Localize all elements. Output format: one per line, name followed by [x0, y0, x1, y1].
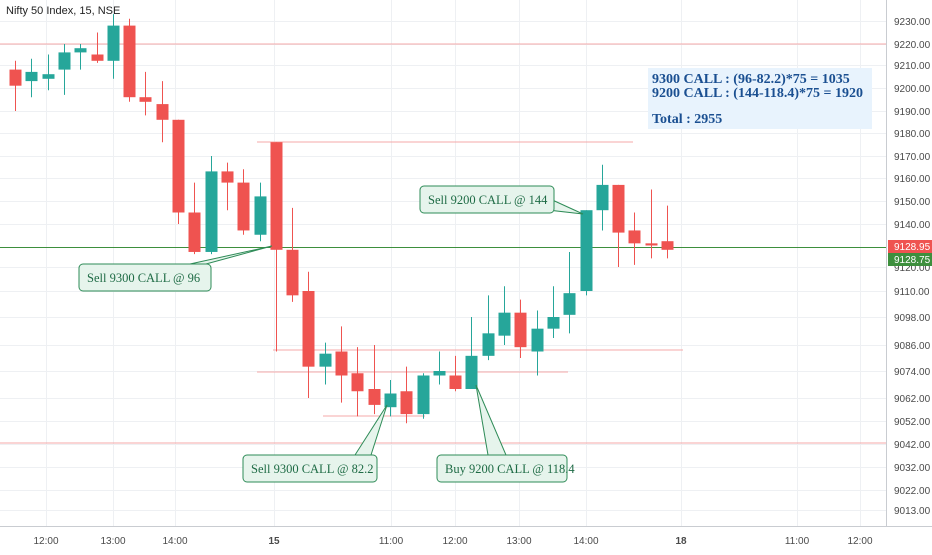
- candle-body: [302, 291, 315, 367]
- candle-body: [417, 375, 430, 415]
- candle-body: [25, 71, 38, 82]
- price-tick-label: 9120.00: [894, 263, 931, 274]
- price-tick-label: 9062.00: [894, 394, 931, 405]
- price-tick-label: 9086.00: [894, 341, 931, 352]
- price-tick-label: 9230.00: [894, 17, 931, 28]
- time-tick-label: 18: [675, 536, 687, 547]
- price-tick-label: 9190.00: [894, 107, 931, 118]
- callout-box: [78, 263, 212, 292]
- callout-text: Sell 9200 CALL @ 144: [428, 193, 548, 207]
- callout-box: [242, 454, 378, 483]
- price-tick-label: 9052.00: [894, 417, 931, 428]
- candle-body: [661, 241, 674, 250]
- chart-title: Nifty 50 Index, 15, NSE: [6, 5, 120, 17]
- pnl-note: 9300 CALL : (96-82.2)*75 = 1035 9200 CAL…: [648, 68, 872, 129]
- time-tick-label: 15: [268, 536, 280, 547]
- time-tick-label: 12:00: [442, 536, 467, 547]
- pnl-note-line2: 9200 CALL : (144-118.4)*75 = 1920: [652, 86, 863, 101]
- candle-body: [74, 48, 87, 53]
- price-tick-label: 9022.00: [894, 486, 931, 497]
- candle-body: [156, 104, 169, 120]
- candle-body: [172, 119, 185, 213]
- price-tick-label: 9140.00: [894, 220, 931, 231]
- candle-body: [514, 312, 527, 348]
- candle-body: [465, 355, 478, 389]
- candle-body: [433, 371, 446, 376]
- callout-text: Sell 9300 CALL @ 96: [87, 271, 200, 285]
- candle-body: [498, 312, 511, 336]
- candle-body: [319, 353, 332, 367]
- candle-body: [91, 54, 104, 61]
- time-tick-label: 14:00: [162, 536, 187, 547]
- price-tick-label: 9210.00: [894, 61, 931, 72]
- candle-body: [596, 184, 609, 211]
- candle-body: [237, 182, 250, 231]
- callout-text: Sell 9300 CALL @ 82.2: [251, 462, 374, 476]
- candle-body: [139, 97, 152, 102]
- last-price-label: 9128.95: [894, 242, 931, 253]
- time-tick-label: 11:00: [785, 536, 810, 547]
- reference-price-badge: 9128.75: [888, 253, 932, 266]
- candle-body: [42, 74, 55, 79]
- price-tick-label: 9160.00: [894, 174, 931, 185]
- callout-box: [419, 185, 555, 214]
- candle-body: [351, 373, 364, 392]
- price-tick-label: 9013.00: [894, 506, 931, 517]
- candle-body: [628, 230, 641, 244]
- candle-body: [58, 52, 71, 70]
- price-tick-label: 9200.00: [894, 84, 931, 95]
- candle-body: [221, 171, 234, 183]
- candle-body: [482, 333, 495, 356]
- candle-body: [531, 328, 544, 352]
- pnl-note-box: [648, 68, 872, 129]
- time-axis[interactable]: 12:00 13:00 14:00 15 11:00 12:00 13:00 14:00 18 1…: [33, 536, 872, 547]
- candle-body: [107, 25, 120, 61]
- price-tick-label: 9032.00: [894, 463, 931, 474]
- price-tick-label: 9110.00: [894, 287, 930, 298]
- candle-body: [188, 212, 201, 252]
- price-tick-label: 9150.00: [894, 197, 931, 208]
- candle-body: [580, 210, 593, 291]
- callouts: Sell 9300 CALL @ 96 Sell 9300 CALL @ 82.2…: [78, 185, 584, 483]
- candle-body: [9, 69, 22, 86]
- candle-body: [286, 249, 299, 296]
- candle-body: [205, 171, 218, 252]
- pnl-note-line1: 9300 CALL : (96-82.2)*75 = 1035: [652, 72, 850, 87]
- candle-body: [612, 184, 625, 233]
- candle-body: [123, 25, 136, 98]
- candles: [9, 14, 674, 424]
- time-tick-label: 13:00: [100, 536, 125, 547]
- candle-body: [254, 196, 267, 235]
- last-price-badge: 9128.95: [888, 240, 932, 253]
- price-tick-label: 9170.00: [894, 152, 931, 163]
- candle-body: [384, 393, 397, 408]
- price-tick-label: 9074.00: [894, 367, 931, 378]
- candle-body: [563, 293, 576, 315]
- candle-body: [270, 142, 283, 250]
- time-tick-label: 12:00: [847, 536, 872, 547]
- candle-body: [449, 375, 462, 389]
- time-tick-label: 14:00: [573, 536, 598, 547]
- time-tick-label: 12:00: [33, 536, 58, 547]
- callout-box: [436, 454, 568, 483]
- candle-body: [400, 391, 413, 415]
- reference-price-label: 9128.75: [894, 255, 931, 266]
- candle-body: [368, 389, 381, 405]
- pnl-note-total: Total : 2955: [652, 112, 722, 127]
- price-tick-label: 9180.00: [894, 129, 931, 140]
- candle-body: [547, 317, 560, 329]
- price-tick-label: 9042.00: [894, 440, 931, 451]
- candle-body: [335, 351, 348, 376]
- candle-body: [645, 243, 658, 246]
- time-tick-label: 13:00: [506, 536, 531, 547]
- price-tick-label: 9220.00: [894, 40, 931, 51]
- time-tick-label: 11:00: [379, 536, 404, 547]
- price-tick-label: 9098.00: [894, 313, 931, 324]
- price-axis[interactable]: 9230.00 9220.00 9210.00 9200.00 9190.00 9180.…: [894, 17, 931, 517]
- callout-text: Buy 9200 CALL @ 118.4: [445, 462, 575, 476]
